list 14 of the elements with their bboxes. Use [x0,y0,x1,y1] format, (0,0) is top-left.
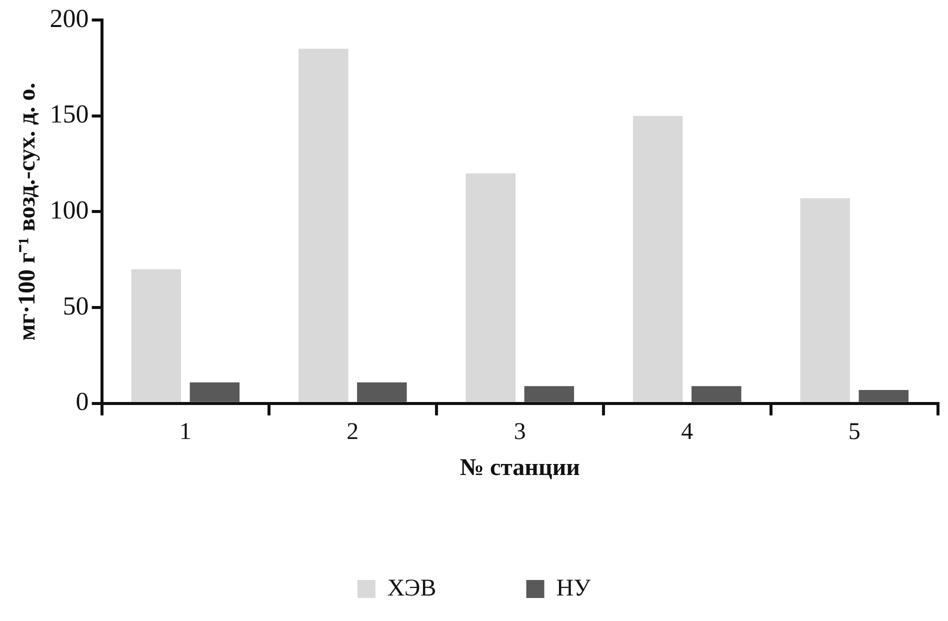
legend-label: НУ [556,575,591,602]
y-tick-label: 50 [62,291,89,320]
y-tick-label: 200 [50,4,89,33]
x-tick-label: 2 [346,419,359,446]
y-tick-label: 0 [76,387,89,416]
y-tick-label: 100 [50,196,89,225]
x-tick-label: 4 [681,419,694,446]
x-tick-label: 5 [848,419,860,446]
legend-label: ХЭВ [387,575,436,602]
y-axis-title: мг·100 г⁻¹ возд.-сух. д. о. [14,82,41,341]
x-tick-label: 1 [179,419,192,446]
y-tick-label: 150 [50,100,89,129]
x-tick-label: 3 [514,419,526,446]
x-axis-title: № станции [460,454,580,481]
